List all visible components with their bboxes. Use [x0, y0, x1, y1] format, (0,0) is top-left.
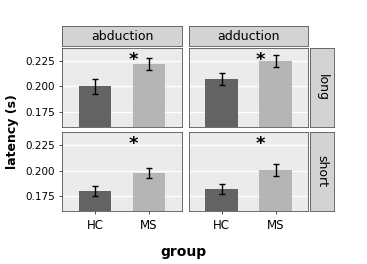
Bar: [205, 79, 238, 264]
Text: *: *: [128, 135, 138, 153]
Bar: [259, 61, 292, 264]
Text: adduction: adduction: [217, 30, 280, 43]
Text: *: *: [255, 135, 265, 153]
Bar: [79, 191, 112, 264]
Bar: [133, 173, 166, 264]
Text: latency (s): latency (s): [6, 95, 19, 169]
Bar: [79, 87, 112, 264]
Text: *: *: [128, 51, 138, 69]
Text: *: *: [255, 51, 265, 69]
Text: abduction: abduction: [91, 30, 153, 43]
Text: group: group: [160, 245, 207, 259]
Text: long: long: [316, 74, 328, 101]
Bar: [259, 170, 292, 264]
Text: short: short: [316, 155, 328, 187]
Bar: [133, 64, 166, 264]
Bar: [205, 189, 238, 264]
